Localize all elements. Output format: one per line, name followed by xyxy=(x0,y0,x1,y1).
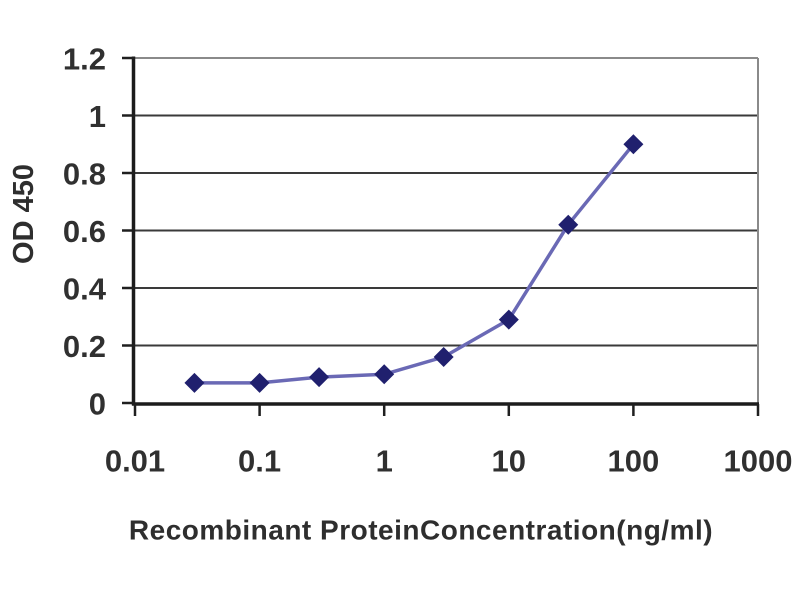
data-point-marker xyxy=(249,372,270,393)
series-line xyxy=(194,143,635,385)
data-point-marker xyxy=(498,309,519,330)
series-layer xyxy=(184,134,644,393)
gridline-layer xyxy=(135,57,759,403)
data-point-marker xyxy=(623,134,644,155)
data-point-marker xyxy=(374,364,395,385)
x-tick-label: 1 xyxy=(376,444,393,479)
x-tick-label: 10 xyxy=(492,444,526,479)
x-tick-label: 100 xyxy=(608,444,660,479)
y-tick-label: 0.6 xyxy=(63,214,106,249)
y-tick-label: 0.2 xyxy=(63,329,106,364)
data-point-marker xyxy=(184,372,205,393)
data-point-marker xyxy=(433,347,454,367)
x-tick-label: 0.01 xyxy=(105,444,165,479)
y-tick-label: 1.2 xyxy=(63,42,106,77)
data-point-marker xyxy=(309,367,330,388)
tick-layer: 0 0.2 0.4 0.6 0.8 1 1.2 0.01 0.1 1 10 100 1000 xyxy=(63,42,793,479)
x-tick-label: 1000 xyxy=(724,444,793,479)
y-tick-label: 0.8 xyxy=(63,157,106,192)
y-tick-label: 1 xyxy=(89,99,106,134)
y-tick-label: 0 xyxy=(89,387,106,422)
y-tick-label: 0.4 xyxy=(63,272,107,307)
data-point-marker xyxy=(558,214,579,235)
y-axis-title: OD 450 xyxy=(8,164,40,264)
x-tick-label: 0.1 xyxy=(238,444,281,479)
x-axis-title: Recombinant ProteinConcentration(ng/ml) xyxy=(129,515,713,546)
